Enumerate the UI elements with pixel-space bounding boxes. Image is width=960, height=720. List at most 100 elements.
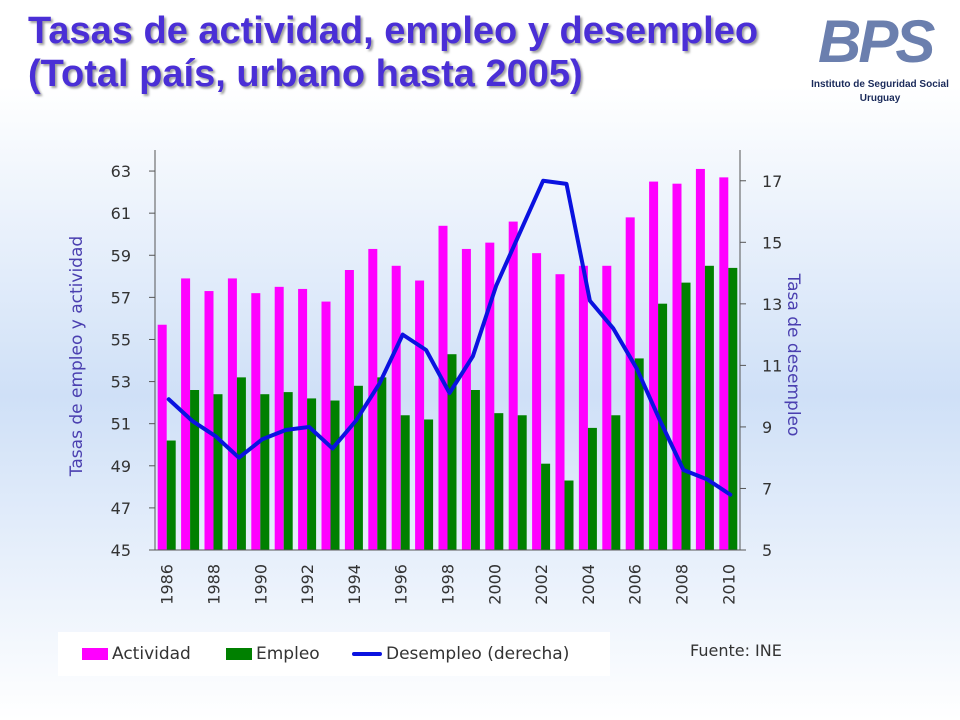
line-desempleo <box>166 178 733 497</box>
x-tick-label-1998: 1998 <box>439 564 458 605</box>
y-tick-label-right-17: 17 <box>762 172 782 191</box>
title-line-2: (Total país, urbano hasta 2005) <box>28 53 583 95</box>
legend-item-desempleo: Desempleo (derecha) <box>352 643 569 665</box>
source-note: Fuente: INE <box>690 641 782 660</box>
x-tick-label-2010: 2010 <box>719 564 738 605</box>
bar-actividad-2003 <box>555 274 565 550</box>
chart-title: Tasas de actividad, empleo y desempleo (… <box>28 10 758 96</box>
legend-swatch-actividad <box>82 648 108 660</box>
bar-actividad-2007 <box>649 181 659 550</box>
x-tick-label-1996: 1996 <box>392 564 411 605</box>
bar-actividad-1989 <box>227 278 237 550</box>
bar-empleo-1986 <box>166 440 176 550</box>
bar-empleo-2005 <box>611 415 621 550</box>
x-tick-label-2004: 2004 <box>579 564 598 605</box>
y-tick-label-left-63: 63 <box>111 162 131 181</box>
bar-empleo-1989 <box>236 377 246 550</box>
legend-swatch-desempleo <box>352 652 382 656</box>
x-tick-label-1994: 1994 <box>345 564 364 605</box>
bar-actividad-2004 <box>578 265 588 550</box>
bar-empleo-1995 <box>377 377 387 550</box>
x-tick-label-1992: 1992 <box>298 564 317 605</box>
y-axis-title-right: Tasa de desempleo <box>783 273 803 437</box>
bar-actividad-2008 <box>672 183 682 550</box>
bar-empleo-1990 <box>260 394 270 550</box>
y-tick-label-right-11: 11 <box>762 356 782 375</box>
y-tick-label-left-49: 49 <box>111 457 131 476</box>
logo-caption-line-1: Instituto de Seguridad Social <box>811 79 949 90</box>
bar-empleo-1998 <box>447 354 457 550</box>
bar-empleo-2001 <box>517 415 527 550</box>
bar-actividad-1997 <box>415 280 425 550</box>
bar-actividad-2010 <box>719 177 729 551</box>
bar-empleo-1994 <box>353 385 363 550</box>
bar-actividad-1992 <box>298 288 308 550</box>
bar-actividad-1996 <box>391 265 401 550</box>
x-tick-label-2006: 2006 <box>626 564 645 605</box>
bar-actividad-1993 <box>321 301 331 550</box>
legend-label-actividad: Actividad <box>112 644 191 664</box>
bar-empleo-1992 <box>307 398 317 550</box>
bar-empleo-2002 <box>541 463 551 550</box>
bar-actividad-1998 <box>438 225 448 550</box>
y-tick-label-right-5: 5 <box>762 541 772 560</box>
bar-empleo-1991 <box>283 392 293 550</box>
bar-actividad-1995 <box>368 248 378 550</box>
x-tick-label-2008: 2008 <box>673 564 692 605</box>
bar-empleo-2003 <box>564 480 574 550</box>
x-tick-label-1990: 1990 <box>251 564 270 605</box>
x-tick-label-1986: 1986 <box>158 564 177 605</box>
y-axis-title-left: Tasas de empleo y actividad <box>67 236 87 477</box>
bar-actividad-2006 <box>625 217 635 551</box>
bar-actividad-1990 <box>251 293 261 550</box>
logo-mark: BPS <box>818 8 935 75</box>
bar-empleo-1987 <box>190 390 200 550</box>
bar-actividad-1999 <box>461 248 471 550</box>
y-tick-label-left-55: 55 <box>111 330 131 349</box>
legend-label-empleo: Empleo <box>256 644 320 664</box>
bar-empleo-1999 <box>470 390 480 550</box>
logo-caption: Instituto de Seguridad Social Uruguay <box>800 78 960 106</box>
title-line-1: Tasas de actividad, empleo y desempleo <box>28 10 759 52</box>
legend-item-empleo: Empleo <box>226 643 320 665</box>
x-tick-label-1988: 1988 <box>205 564 224 605</box>
bar-empleo-2000 <box>494 413 504 550</box>
y-tick-label-right-7: 7 <box>762 479 772 498</box>
y-tick-label-left-61: 61 <box>111 204 131 223</box>
y-tick-label-right-15: 15 <box>762 233 782 252</box>
y-tick-label-left-47: 47 <box>111 499 131 518</box>
bar-empleo-2009 <box>704 265 714 550</box>
y-tick-label-right-13: 13 <box>762 295 782 314</box>
bar-actividad-1988 <box>204 291 214 550</box>
bar-actividad-1991 <box>274 286 284 550</box>
bps-logo: BPS Instituto de Seguridad Social Urugua… <box>800 6 950 110</box>
legend: Actividad Empleo Desempleo (derecha) <box>58 632 610 676</box>
bar-actividad-2005 <box>602 265 612 550</box>
x-tick-label-2002: 2002 <box>532 564 551 605</box>
bar-empleo-2004 <box>587 427 597 550</box>
bar-actividad-1986 <box>157 324 167 550</box>
bar-empleo-1996 <box>400 415 410 550</box>
bar-actividad-2000 <box>485 242 495 550</box>
y-tick-label-left-59: 59 <box>111 246 131 265</box>
y-tick-label-left-53: 53 <box>111 373 131 392</box>
legend-label-desempleo: Desempleo (derecha) <box>386 644 570 664</box>
bar-empleo-2006 <box>634 358 644 550</box>
y-tick-label-right-9: 9 <box>762 418 772 437</box>
bar-actividad-2001 <box>508 221 518 550</box>
y-tick-label-left-45: 45 <box>111 541 131 560</box>
bar-actividad-1994 <box>344 270 354 550</box>
y-tick-label-left-51: 51 <box>111 415 131 434</box>
bar-empleo-1997 <box>424 419 434 550</box>
bar-empleo-2008 <box>681 282 691 550</box>
legend-swatch-empleo <box>226 648 252 660</box>
x-tick-label-2000: 2000 <box>485 564 504 605</box>
bar-empleo-1993 <box>330 400 340 550</box>
bar-empleo-1988 <box>213 394 223 550</box>
bar-actividad-2002 <box>532 253 542 550</box>
bar-empleo-2010 <box>728 267 738 550</box>
bar-actividad-2009 <box>695 168 705 550</box>
y-tick-label-left-57: 57 <box>111 288 131 307</box>
logo-caption-line-2: Uruguay <box>859 93 901 104</box>
